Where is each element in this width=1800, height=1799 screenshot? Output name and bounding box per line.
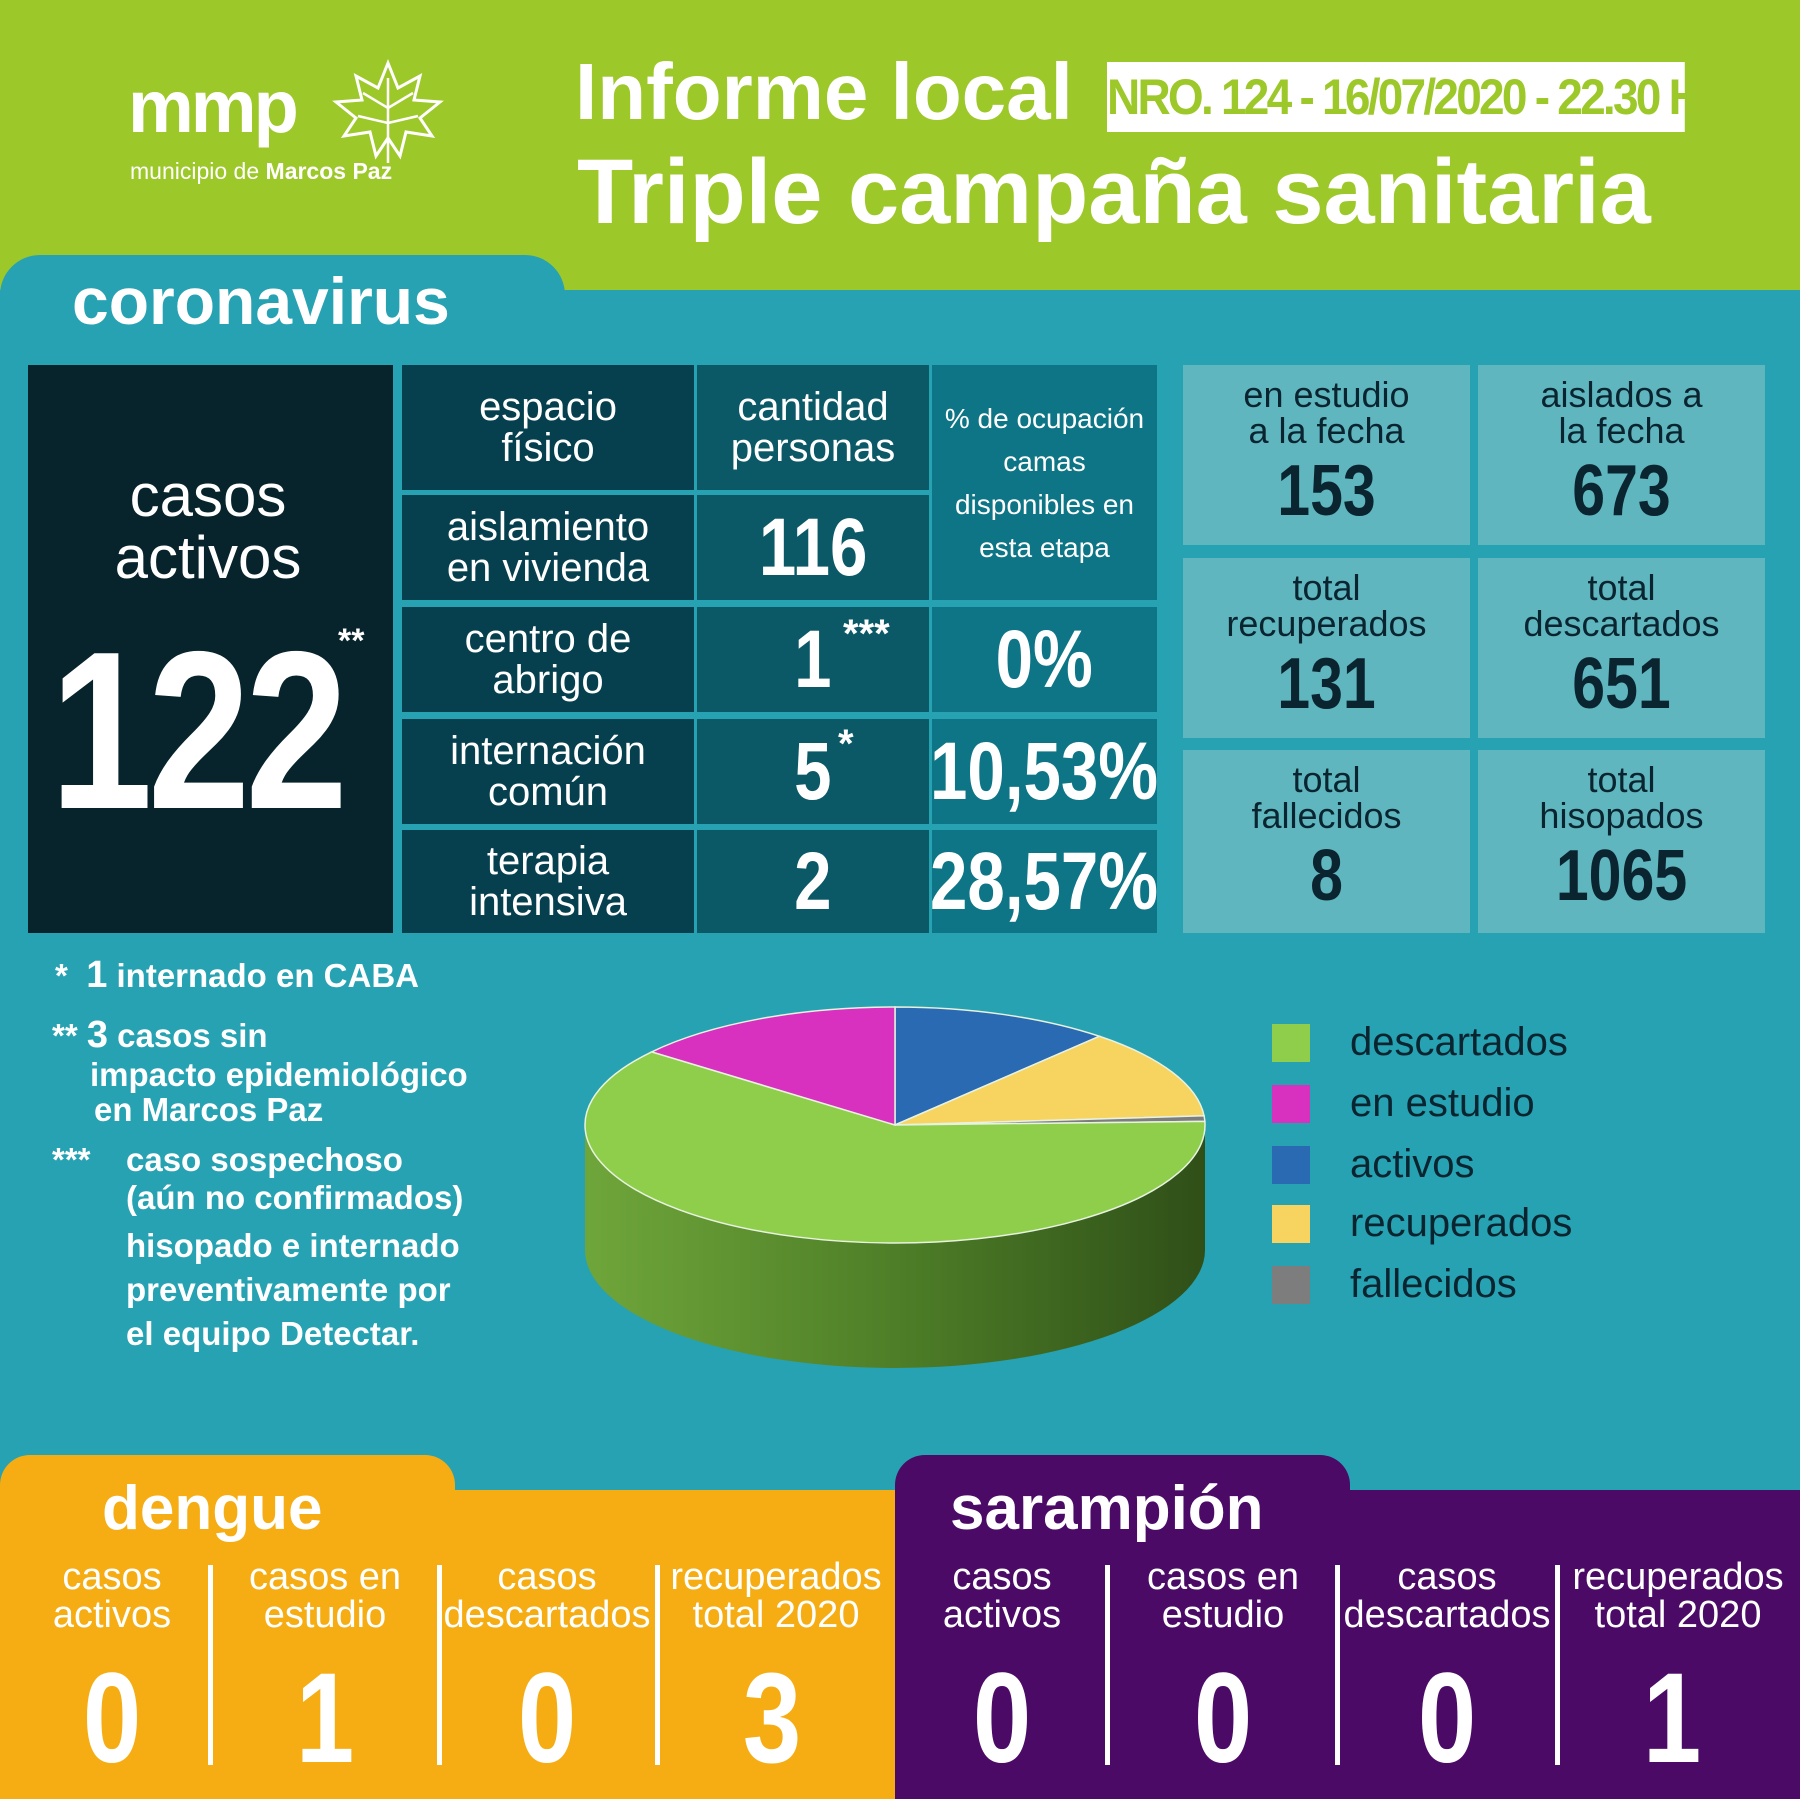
row-abrigo-count: 1: [697, 607, 929, 712]
header-espacio-fisico: espacio físico: [402, 365, 694, 490]
legend-swatch: [1272, 1024, 1310, 1062]
dengue-divider: [655, 1565, 660, 1765]
dengue-title: dengue: [102, 1474, 323, 1543]
stat-hisopados: total hisopados 1065: [1478, 750, 1765, 933]
sarampion-label-recuperados: recuperados total 2020: [1572, 1556, 1784, 1636]
pie-slice-activos: [894, 1006, 1102, 1127]
dengue-panel: [0, 1490, 895, 1799]
sarampion-divider: [1555, 1565, 1560, 1765]
dengue-label-estudio: casos en estudio: [248, 1556, 402, 1636]
header-band: [0, 0, 1800, 290]
sarampion-value-activos: 0: [972, 1647, 1032, 1790]
row-abrigo-space: centro de abrigo: [402, 607, 694, 712]
legend-swatch: [1272, 1205, 1310, 1243]
note-3-line3: hisopado e internado: [126, 1227, 460, 1264]
sarampion-value-descartados: 0: [1417, 1647, 1477, 1790]
header-cantidad-personas: cantidad personas: [697, 365, 929, 490]
row-abrigo-pct: 0%: [932, 607, 1157, 712]
note-2-line2: impacto epidemiológico: [90, 1056, 468, 1093]
note-2: ** 3 casos sin: [52, 1014, 268, 1056]
row-abrigo-mark: ***: [843, 612, 890, 656]
coronavirus-tab: [0, 255, 565, 375]
dengue-divider: [208, 1565, 213, 1765]
legend-label: recuperados: [1350, 1201, 1573, 1245]
legend-label: activos: [1350, 1142, 1475, 1186]
sarampion-value-recuperados: 1: [1642, 1647, 1702, 1790]
sarampion-panel: [895, 1490, 1800, 1799]
sarampion-title: sarampión: [950, 1474, 1264, 1543]
row-internacion-space: internación común: [402, 719, 694, 824]
logo-text: mmp: [128, 65, 299, 148]
campaign-title: Triple campaña sanitaria: [577, 141, 1651, 243]
active-cases-label: casos activos: [114, 462, 302, 591]
dengue-divider: [437, 1565, 442, 1765]
legend-label: en estudio: [1350, 1081, 1535, 1125]
legend-swatch: [1272, 1146, 1310, 1184]
sarampion-divider: [1105, 1565, 1110, 1765]
stat-en-estudio: en estudio a la fecha 153: [1183, 365, 1470, 545]
dengue-value-activos: 0: [82, 1647, 142, 1790]
sarampion-value-estudio: 0: [1193, 1647, 1253, 1790]
dengue-value-recuperados: 3: [742, 1647, 802, 1790]
note-3-mark: ***: [52, 1141, 91, 1178]
pie-slice-en-estudio: [649, 1006, 896, 1127]
report-title: Informe local: [575, 47, 1073, 136]
pie-slice-recuperados: [894, 1035, 1205, 1126]
header-ocupacion: % de ocupación camas disponibles en esta…: [932, 365, 1157, 600]
note-2-line3: en Marcos Paz: [94, 1091, 324, 1128]
legend-label: descartados: [1350, 1020, 1568, 1064]
note-3-line2: (aún no confirmados): [126, 1179, 464, 1216]
coronavirus-title: coronavirus: [72, 264, 450, 338]
note-3-line5: el equipo Detectar.: [126, 1315, 420, 1352]
active-cases-value: 122: [50, 604, 348, 856]
sarampion-label-activos: casos activos: [942, 1556, 1062, 1636]
stat-recuperados: total recuperados 131: [1183, 558, 1470, 738]
row-internacion-pct: 10,53%: [930, 719, 1159, 824]
dengue-value-estudio: 1: [295, 1647, 355, 1790]
legend-swatch: [1272, 1266, 1310, 1304]
stat-descartados: total descartados 651: [1478, 558, 1765, 738]
sarampion-label-descartados: casos descartados: [1343, 1556, 1551, 1636]
row-internacion-mark: *: [838, 722, 854, 766]
report-number-badge: NRO. 124 - 16/07/2020 - 22.30 HS.: [1107, 62, 1740, 132]
note-3-line1: caso sospechoso: [126, 1141, 403, 1178]
active-cases-footnote-mark: **: [338, 622, 365, 660]
dengue-label-recuperados: recuperados total 2020: [670, 1556, 882, 1636]
dengue-label-descartados: casos descartados: [443, 1556, 651, 1636]
pie-top: [584, 1006, 1206, 1244]
leaf-icon: [332, 58, 444, 163]
pie-slice-descartados: [584, 1051, 1206, 1244]
legend-label: fallecidos: [1350, 1262, 1517, 1306]
logo-subtitle: municipio de Marcos Paz: [130, 158, 393, 184]
row-aislamiento-count: 116: [697, 495, 929, 600]
note-1: * 1 internado en CABA: [55, 954, 420, 996]
legend-swatch: [1272, 1085, 1310, 1123]
sarampion-divider: [1335, 1565, 1340, 1765]
row-internacion-count: 5: [697, 719, 929, 824]
pie-side: [585, 1125, 1205, 1368]
row-terapia-count: 2: [697, 830, 929, 933]
row-terapia-space: terapia intensiva: [402, 830, 694, 933]
sarampion-label-estudio: casos en estudio: [1146, 1556, 1300, 1636]
row-aislamiento-space: aislamiento en vivienda: [402, 495, 694, 600]
cases-pie-chart: [584, 1006, 1206, 1368]
active-cases-box: [28, 365, 393, 933]
dengue-label-activos: casos activos: [52, 1556, 172, 1636]
dengue-value-descartados: 0: [517, 1647, 577, 1790]
row-terapia-pct: 28,57%: [930, 830, 1159, 933]
stat-fallecidos: total fallecidos 8: [1183, 750, 1470, 933]
pie-wall: [585, 1125, 1205, 1368]
note-3-line4: preventivamente por: [126, 1271, 451, 1308]
stat-aislados: aislados a la fecha 673: [1478, 365, 1765, 545]
